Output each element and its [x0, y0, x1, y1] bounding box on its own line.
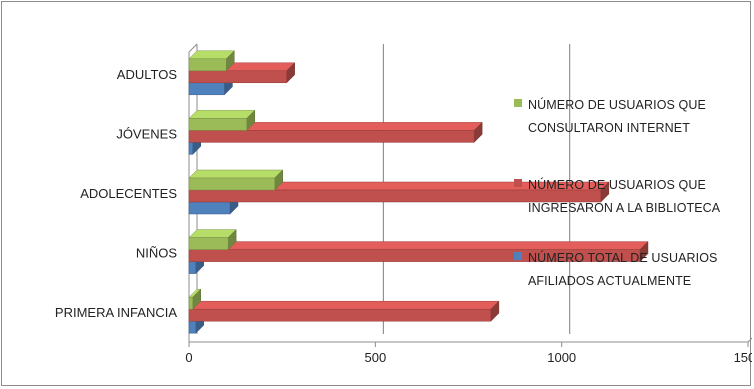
- bar: [188, 118, 248, 131]
- category-label: NIÑOS: [136, 246, 178, 261]
- legend-swatch-internet: [514, 99, 522, 107]
- x-tick-label: 1000: [547, 350, 576, 365]
- bar-top-face: [188, 300, 500, 310]
- bar: [188, 308, 492, 322]
- bar: [188, 142, 193, 155]
- category-label: ADOLECENTES: [80, 186, 177, 201]
- bar: [188, 70, 287, 84]
- bar: [188, 201, 231, 215]
- bar: [188, 261, 196, 274]
- bar-top-face: [188, 169, 284, 179]
- legend-swatch-biblioteca: [514, 179, 522, 187]
- category-label: JÓVENES: [116, 126, 177, 141]
- x-axis-depth-line: [747, 337, 752, 343]
- legend-label-internet: NÚMERO DE USUARIOS QUE CONSULTARON INTER…: [528, 98, 706, 135]
- bar: [188, 82, 225, 96]
- bar: [188, 130, 475, 143]
- bar: [188, 177, 275, 191]
- legend-label-afiliados: NÚMERO TOTAL DE USUARIOS AFILIADOS ACTUA…: [528, 251, 718, 288]
- x-tick-label: 0: [185, 350, 192, 365]
- category-label: PRIMERA INFANCIA: [55, 305, 177, 320]
- category-label: ADULTOS: [117, 67, 178, 82]
- bar: [188, 58, 227, 72]
- bar: [188, 296, 193, 310]
- x-tick-label: 500: [364, 350, 386, 365]
- bar: [188, 320, 196, 334]
- x-tick-label: 1500: [734, 350, 752, 365]
- legend-swatch-afiliados: [514, 252, 522, 260]
- bar-top-face: [188, 110, 256, 119]
- y-axis-depth-line: [188, 43, 198, 53]
- legend-label-biblioteca: NÚMERO DE USUARIOS QUE INGRESARON A LA B…: [528, 178, 721, 215]
- bar: [188, 189, 602, 203]
- bar: [188, 249, 641, 262]
- bar: [188, 237, 229, 250]
